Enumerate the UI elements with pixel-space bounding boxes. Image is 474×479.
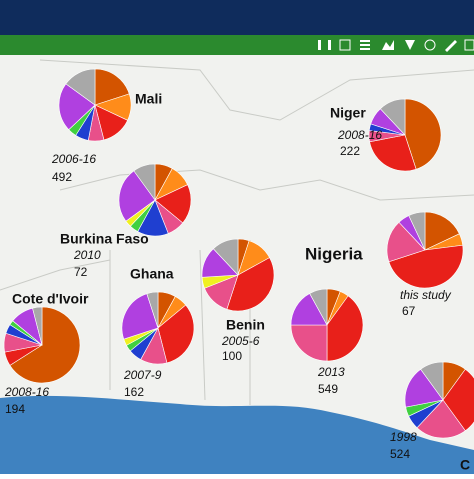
pie-slice	[65, 68, 96, 106]
pie-slice	[226, 257, 275, 312]
pie-slice	[404, 368, 444, 408]
pie-slice	[379, 98, 406, 136]
country-label: Niger	[330, 105, 366, 121]
toolbar-icons[interactable]	[318, 39, 474, 52]
pie-slice	[369, 134, 417, 172]
pie-slice	[416, 399, 466, 439]
title-bar	[0, 0, 474, 35]
country-label: Mali	[135, 91, 162, 107]
pie-slice	[94, 68, 130, 106]
sample-count: 100	[222, 349, 242, 363]
pie-slice	[58, 83, 96, 131]
pie-slice	[32, 306, 43, 346]
pie-slice	[309, 288, 328, 326]
survey-period: 2006-16	[51, 152, 96, 166]
pie-slice	[212, 238, 239, 276]
pie-slice	[386, 221, 426, 263]
country-label: Benin	[226, 317, 265, 333]
pie-slice	[326, 295, 364, 362]
pie-slice	[157, 304, 195, 364]
country-label: Burkina Faso	[60, 231, 149, 247]
country-label: C	[460, 457, 470, 473]
country-label: Cote d'Ivoir	[12, 291, 89, 307]
ocean	[0, 395, 474, 474]
pie-slice	[146, 291, 159, 329]
pie-slice	[404, 98, 442, 170]
survey-period: 1998	[390, 430, 417, 444]
sample-count: 162	[124, 385, 144, 399]
survey-period: 2013	[317, 365, 345, 379]
survey-period: 2008-16	[4, 385, 49, 399]
pie-slice	[408, 211, 426, 251]
survey-period: 2008-16	[337, 128, 382, 142]
survey-period: 2005-6	[221, 334, 260, 348]
pie-slice	[154, 184, 192, 224]
sample-count: 524	[390, 447, 410, 461]
survey-period: 2007-9	[123, 368, 162, 382]
pie-slice	[118, 170, 156, 222]
sample-count: 222	[340, 144, 360, 158]
pie-slice	[290, 324, 328, 362]
survey-period: this study	[400, 288, 452, 302]
pie-slice	[424, 211, 460, 251]
country-label: Nigeria	[305, 244, 363, 263]
sample-count: 67	[402, 304, 416, 318]
pie-slice	[121, 293, 159, 340]
sample-count: 72	[74, 265, 88, 279]
pie-slice	[442, 368, 474, 432]
sample-count: 549	[318, 382, 338, 396]
toolbar	[0, 35, 474, 55]
pie-slice	[420, 361, 444, 401]
pie-slice	[9, 306, 81, 384]
sample-count: 492	[52, 170, 72, 184]
country-label: Ghana	[130, 266, 174, 282]
sample-count: 194	[5, 402, 25, 416]
survey-period: 2010	[73, 248, 101, 262]
pie-slice	[133, 163, 156, 201]
